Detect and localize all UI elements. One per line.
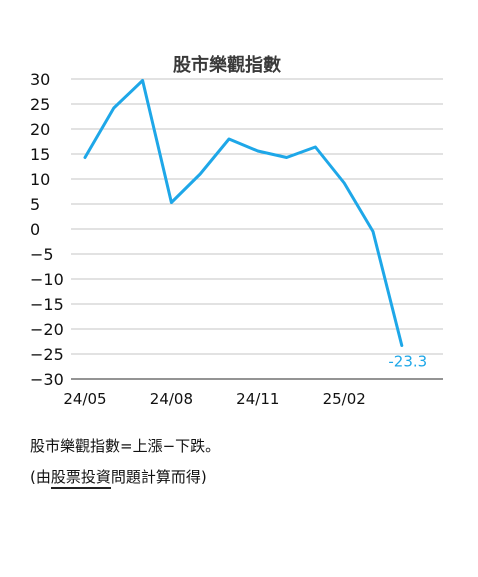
source-note-prefix: (由 xyxy=(30,468,51,486)
y-tick-label: 25 xyxy=(30,95,50,114)
x-tick-label: 24/05 xyxy=(63,390,106,408)
x-tick-label: 25/02 xyxy=(323,390,366,408)
y-tick-label: 0 xyxy=(30,220,40,239)
x-tick-label: 24/08 xyxy=(150,390,193,408)
end-value-label: -23.3 xyxy=(388,353,427,371)
line-chart: 股市樂觀指數 30 25 20 15 10 5 0 −5 −10 −15 −20 −25 −30 24/… xyxy=(30,54,443,408)
y-tick-label: −5 xyxy=(30,245,54,264)
y-tick-label: 10 xyxy=(30,170,50,189)
y-tick-label: −30 xyxy=(30,370,64,389)
y-tick-label: −10 xyxy=(30,270,64,289)
source-note: (由股票投資問題計算而得) xyxy=(30,466,207,489)
source-note-suffix: 問題計算而得) xyxy=(110,468,207,486)
y-tick-label: 30 xyxy=(30,70,50,89)
x-axis-tick-labels: 24/05 24/08 24/11 25/02 xyxy=(63,390,365,408)
y-tick-label: −15 xyxy=(30,295,64,314)
series-line xyxy=(83,79,404,347)
y-tick-label: 20 xyxy=(30,120,50,139)
chart-title: 股市樂觀指數 xyxy=(172,54,281,76)
gridlines xyxy=(71,78,443,380)
y-tick-label: −20 xyxy=(30,320,64,339)
series-group xyxy=(83,79,404,347)
y-tick-label: 5 xyxy=(30,195,40,214)
y-axis-tick-labels: 30 25 20 15 10 5 0 −5 −10 −15 −20 −25 −30 xyxy=(30,70,64,389)
y-tick-label: −25 xyxy=(30,345,64,364)
formula-note: 股市樂觀指數=上漲−下跌。 xyxy=(30,437,221,455)
x-tick-label: 24/11 xyxy=(236,390,279,408)
source-note-underlined: 股票投資 xyxy=(50,468,111,489)
y-tick-label: 15 xyxy=(30,145,50,164)
